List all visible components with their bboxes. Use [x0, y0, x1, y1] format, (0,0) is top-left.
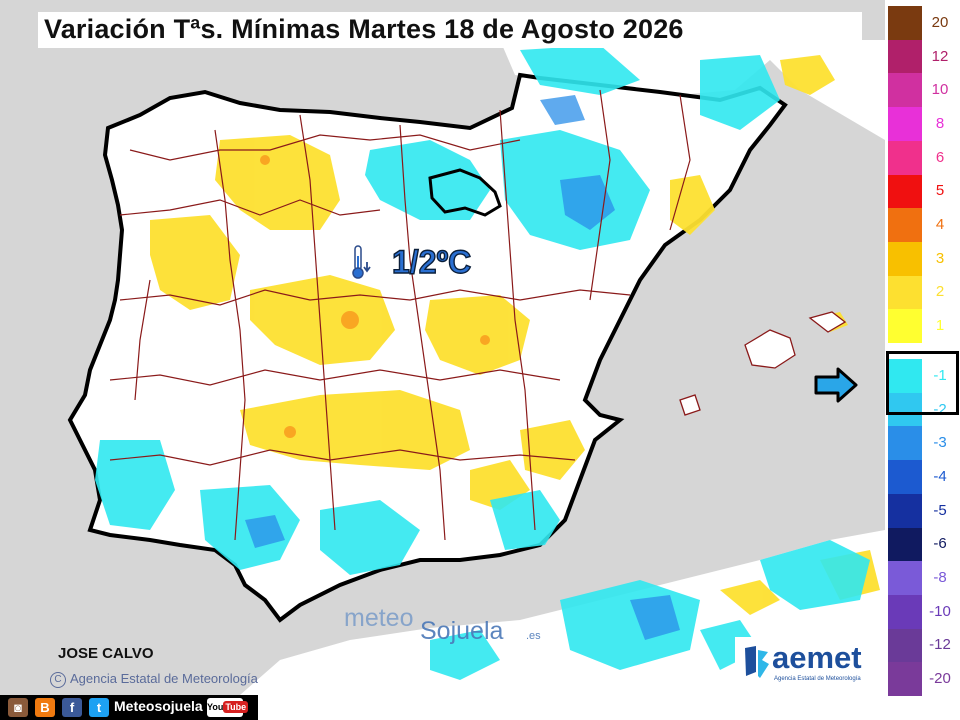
legend-label: -3 [933, 434, 947, 452]
legend-swatch [888, 493, 922, 528]
legend-label: 8 [935, 114, 945, 132]
legend-label: 10 [931, 81, 949, 99]
legend-swatch [888, 39, 922, 74]
legend-swatch [888, 309, 922, 344]
legend-swatch [888, 662, 922, 697]
legend-label: -8 [933, 569, 947, 587]
agency-credit: C Agencia Estatal de Meteorología [50, 671, 258, 688]
facebook-icon[interactable]: f [62, 698, 82, 717]
youtube-tube: Tube [223, 701, 249, 713]
legend-swatch [888, 73, 922, 108]
legend-label: 2 [935, 283, 945, 301]
blogger-icon[interactable]: B [35, 698, 55, 717]
warm-hotspots [260, 155, 490, 438]
watermark-meteo: meteo [344, 604, 414, 632]
legend-swatch [888, 561, 922, 596]
legend-swatch [888, 460, 922, 495]
legend-label: 4 [935, 216, 945, 234]
balearic-islands [679, 311, 847, 416]
legend-label: 6 [935, 148, 945, 166]
strong-cool-areas [245, 95, 680, 640]
title-background [38, 12, 862, 48]
legend-label: 3 [935, 249, 945, 267]
legend-highlight-box [886, 351, 959, 415]
legend-swatch [888, 174, 922, 209]
legend-label: -1 [933, 366, 947, 384]
social-handle[interactable]: Meteosojuela [114, 698, 203, 714]
legend-label: -6 [933, 535, 947, 553]
legend-swatch [888, 6, 922, 41]
aemet-logo-subtitle: Agencia Estatal de Meteorología [774, 676, 861, 682]
aemet-emblem-icon [745, 646, 769, 678]
right-arrow-icon [814, 367, 858, 403]
agency-credit-text: Agencia Estatal de Meteorología [70, 671, 258, 686]
map-title: Variación Tªs. Mínimas Martes 18 de Agos… [44, 14, 684, 44]
legend-label: -12 [929, 636, 951, 654]
thermometer-icon [352, 245, 371, 279]
legend-swatch [888, 628, 922, 663]
youtube-icon[interactable]: You Tube [207, 698, 249, 717]
legend-label: 1 [935, 317, 945, 335]
watermark-suffix: .es [526, 630, 541, 642]
la-rioja-outline [428, 168, 502, 217]
legend-swatch [888, 208, 922, 243]
legend-swatch [888, 275, 922, 310]
legend-swatch [888, 392, 922, 427]
legend-label: 12 [931, 47, 949, 65]
twitter-icon[interactable]: t [89, 698, 109, 717]
instagram-icon[interactable]: ◙ [8, 698, 28, 717]
legend-label: -4 [933, 467, 947, 485]
watermark-sojuela: Sojuela [420, 617, 504, 645]
legend-swatch [888, 594, 922, 630]
legend-label: -20 [929, 670, 951, 688]
legend-label: -5 [933, 501, 947, 519]
aemet-logo-text: aemet [772, 640, 862, 675]
legend-label: 5 [935, 182, 945, 200]
legend-label: 20 [931, 13, 949, 31]
legend-swatch [888, 527, 922, 562]
legend-swatch [888, 107, 922, 142]
legend-label: -10 [929, 602, 951, 620]
province-boundaries [109, 89, 691, 541]
legend-swatch [888, 426, 922, 461]
copyright-icon: C [50, 671, 66, 688]
author-credit: JOSE CALVO [58, 645, 154, 662]
temperature-highlight-label: 1/2ºC [391, 243, 472, 280]
legend-swatch [888, 140, 922, 175]
youtube-you: You [207, 702, 224, 712]
legend-swatch [888, 359, 922, 394]
legend-swatch [888, 241, 922, 277]
